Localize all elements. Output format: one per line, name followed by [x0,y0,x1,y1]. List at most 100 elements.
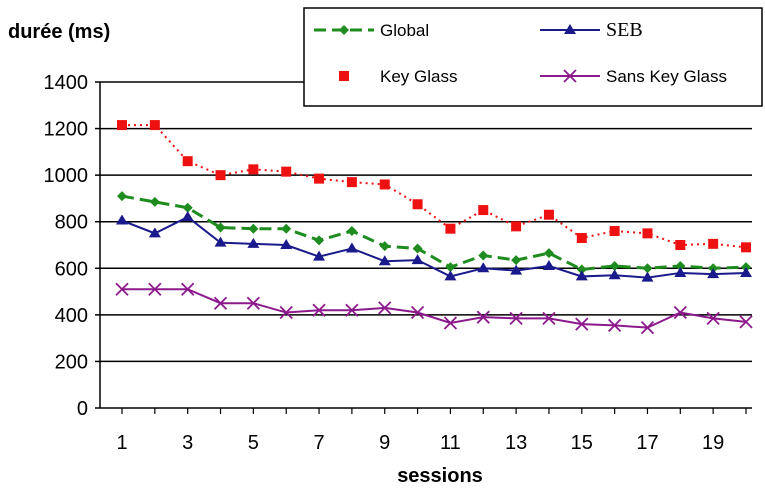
data-point [314,173,325,184]
y-tick-label: 1200 [44,119,89,141]
x-tick-label: 7 [313,432,324,454]
data-point [214,236,227,247]
x-axis-label: sessions [397,465,483,487]
data-point [148,227,161,238]
data-point [379,179,390,190]
data-point [642,263,653,274]
data-point [279,305,293,320]
data-point [706,311,720,325]
legend: Global SEB Key Glass Sans Key Glass [303,7,763,107]
data-point [182,156,193,167]
y-axis-label: durée (ms) [8,21,110,43]
legend-swatch-marker [339,71,349,81]
data-point [607,318,622,332]
series-sans-key-glass [115,282,753,335]
data-point [642,228,653,239]
legend-label: Sans Key Glass [606,67,727,86]
data-point [478,205,489,216]
series-line-sans-key-glass [122,288,747,329]
data-point [248,223,259,234]
series-line-global [121,194,747,271]
data-point [117,120,127,131]
data-point [741,242,751,253]
legend-label: Key Glass [380,67,457,86]
legend-item-seb: SEB [540,19,643,41]
data-point [445,262,456,273]
data-point [444,270,457,281]
data-point [280,239,293,249]
data-point [708,238,719,249]
x-tick-label: 17 [636,432,658,454]
x-tick-labels: 1 3 5 7 9 11 13 15 17 19 [116,432,724,454]
data-point [542,311,556,325]
data-point [246,296,261,310]
series-line-seb [121,215,747,279]
data-point [345,303,359,317]
data-point [378,301,392,315]
series-seb [116,211,752,282]
data-point [675,260,686,271]
y-tick-label: 400 [55,305,88,327]
data-point [149,120,160,131]
x-tick-label: 13 [505,432,527,454]
data-point [182,202,193,213]
data-point [346,226,357,237]
data-point [346,177,357,188]
x-tick-label: 9 [379,432,390,454]
data-point [740,266,752,277]
data-point [248,164,259,175]
data-point [115,282,129,296]
legend-item-key-glass: Key Glass [339,67,457,86]
data-point [476,310,490,324]
legend-swatch-marker [563,69,577,83]
data-point [314,235,325,246]
data-point [543,209,554,220]
data-point [707,268,720,279]
data-point [543,248,554,259]
data-point [213,296,228,310]
data-point [378,255,391,266]
data-point [443,316,458,330]
data-point [509,311,523,325]
data-point [312,303,326,317]
data-point [345,242,358,253]
data-point [281,223,292,234]
data-point [477,262,490,273]
data-point [181,211,194,222]
data-point [609,226,620,237]
data-point [410,305,425,320]
data-point [640,321,655,335]
series-global [117,191,751,275]
data-point [673,305,687,320]
x-tick-label: 11 [440,432,461,454]
series-key-glass [117,120,751,253]
legend-box [303,7,763,107]
x-tick-label: 5 [248,432,259,454]
legend-swatch-marker [564,24,576,34]
data-point [313,250,326,261]
data-point [575,317,589,331]
gridlines [100,81,752,363]
data-point [215,170,226,181]
legend-item-sans-key-glass: Sans Key Glass [540,67,727,86]
data-point [181,282,195,296]
data-point [674,266,687,277]
data-point [511,255,522,266]
data-point [609,260,620,271]
legend-label: Global [380,21,429,40]
data-point [675,240,686,250]
legend-swatch-marker [339,25,349,35]
x-tick-label: 15 [571,432,593,454]
data-point [576,264,587,275]
data-point [608,269,621,280]
data-point [149,196,160,207]
data-point [116,214,128,225]
axes [95,81,752,414]
data-point [739,315,753,329]
data-point [412,199,423,210]
data-point [445,223,456,234]
y-tick-label: 1400 [44,72,89,94]
y-tick-label: 0 [77,398,88,420]
y-tick-label: 600 [55,258,88,280]
